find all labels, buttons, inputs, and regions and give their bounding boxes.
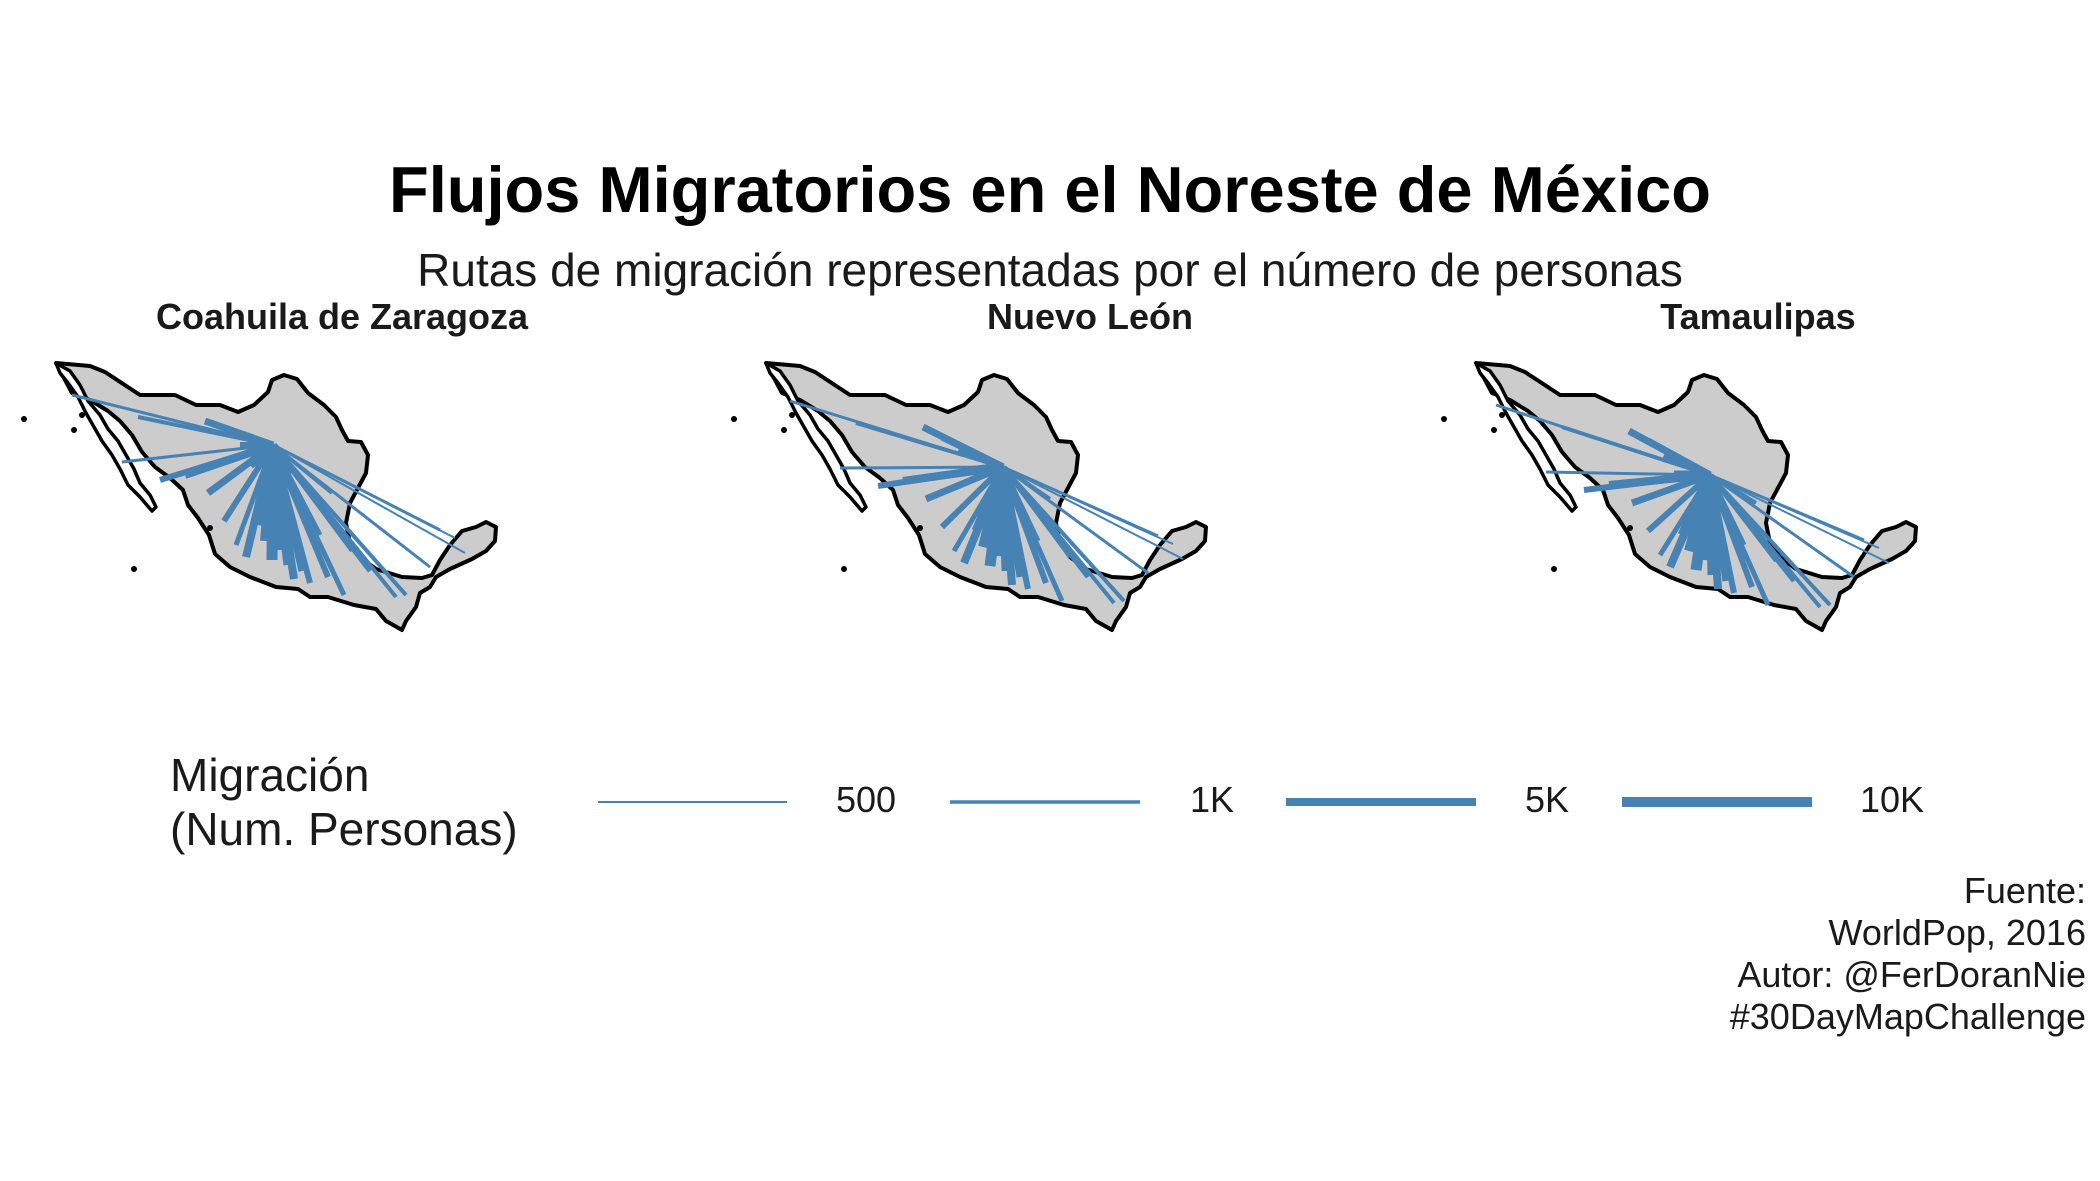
island [1627, 525, 1633, 531]
legend-title: Migración (Num. Personas) [170, 748, 518, 856]
island [1491, 427, 1497, 433]
caption-source-label: Fuente: [1963, 870, 2086, 911]
migration-route [272, 444, 466, 554]
migration-route [967, 462, 1004, 476]
island [731, 416, 737, 422]
facet-label-coahuila: Coahuila de Zaragoza [155, 296, 529, 337]
map-title: Flujos Migratorios en el Noreste de Méxi… [389, 153, 1711, 226]
migration-route [1645, 472, 1713, 534]
island [841, 566, 847, 572]
migration-route [1002, 466, 1174, 545]
caption-author: Autor: @FerDoranNie [1737, 954, 2086, 995]
island [71, 427, 77, 433]
migration-route [1707, 474, 1737, 594]
migration-route [1000, 465, 1041, 543]
map-panel-tamaulipas [1430, 345, 2100, 725]
caption-hashtag: #30DayMapChallenge [1729, 996, 2086, 1037]
map-subtitle: Rutas de migración representadas por el … [417, 244, 1683, 296]
migration-route [270, 444, 313, 584]
mexico-map-nuevo-leon [731, 361, 1208, 632]
legend-keys [598, 797, 1812, 807]
migration-route [271, 443, 334, 495]
island [1551, 566, 1557, 572]
migration-route [1646, 437, 1712, 479]
legend-label-1k: 1K [1190, 779, 1235, 820]
migration-route [1002, 466, 1184, 560]
migration-route [1708, 473, 1832, 607]
facet-label-tamaulipas: Tamaulipas [1660, 296, 1856, 337]
map-panel-nuevo-leon [720, 345, 1400, 725]
gulf-of-california [54, 361, 158, 513]
migration-route [1001, 465, 1126, 603]
island [21, 416, 27, 422]
migration-route [1001, 465, 1052, 501]
legend: Migración (Num. Personas) 500 1K 5K 10K [170, 748, 1970, 868]
caption: Fuente: WorldPop, 2016 Autor: @FerDoranN… [1730, 870, 2086, 1038]
migration-route [247, 441, 276, 469]
migration-route [1630, 471, 1712, 507]
migration-route [183, 441, 275, 479]
legend-title-line2: (Num. Personas) [170, 803, 518, 855]
migration-route [223, 427, 274, 449]
caption-source: WorldPop, 2016 [1828, 912, 2086, 953]
migration-route [940, 433, 1005, 471]
migration-route [270, 443, 323, 537]
migration-route [1709, 474, 1880, 549]
migration-route [1708, 473, 1758, 505]
facet-label-nuevo-leon: Nuevo León [986, 296, 1193, 337]
island [131, 566, 137, 572]
migration-route [1707, 473, 1747, 547]
legend-title-line1: Migración [170, 749, 370, 801]
map-panel-coahuila [10, 345, 690, 725]
legend-label-5k: 5K [1525, 779, 1570, 820]
island [207, 525, 213, 531]
migration-route [1709, 473, 1855, 579]
migration-route [272, 444, 456, 539]
legend-label-10k: 10K [1860, 779, 1925, 820]
island [79, 412, 85, 418]
island [1441, 416, 1447, 422]
migration-route [1709, 474, 1890, 564]
legend-label-500: 500 [836, 779, 897, 820]
island [789, 412, 795, 418]
island [1499, 412, 1505, 418]
mexico-map-coahuila [21, 361, 498, 632]
island [781, 427, 787, 433]
migration-route [939, 464, 1006, 530]
mexico-map-tamaulipas [1441, 361, 1918, 632]
migration-route [271, 443, 408, 597]
island [917, 525, 923, 531]
